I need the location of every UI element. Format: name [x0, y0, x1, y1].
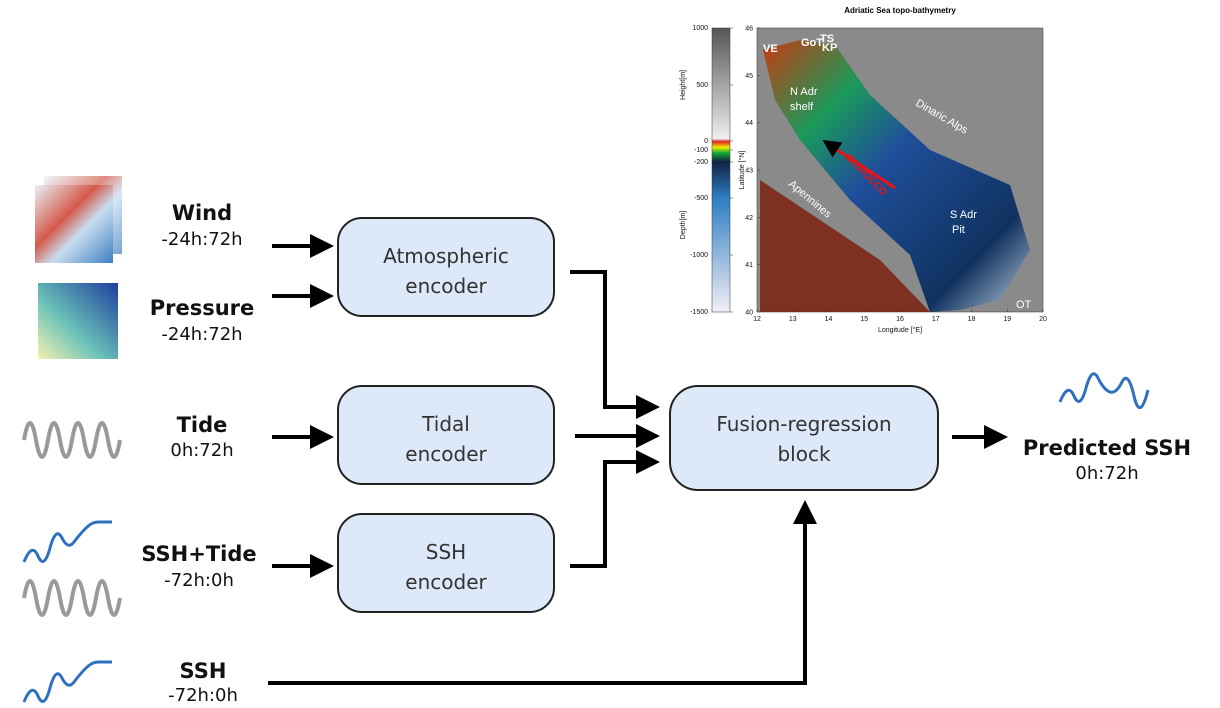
ssh-wave	[24, 522, 112, 562]
colorbar-label: Depth[m]	[680, 211, 687, 239]
encoder-label: encoder	[405, 442, 487, 466]
input-window: -72h:0h	[168, 685, 238, 706]
wind-icon	[35, 176, 122, 263]
x-tick-label: 15	[860, 316, 868, 323]
map-title: Adriatic Sea topo-bathymetry	[844, 6, 956, 15]
y-tick-label: 41	[745, 262, 753, 269]
y-tick-label: 42	[745, 215, 753, 222]
colorbar-tick: -500	[694, 195, 708, 202]
colorbar-tick: -100	[694, 147, 708, 154]
place-label: Pit	[952, 224, 965, 236]
pressure-icon	[38, 283, 118, 359]
place-label: OT	[1016, 299, 1032, 311]
encoder-label: Atmospheric	[383, 244, 509, 268]
input-window: -24h:72h	[161, 229, 242, 250]
tide-wave	[24, 581, 120, 615]
input-name: SSH+Tide	[141, 542, 256, 566]
x-tick-label: 19	[1003, 316, 1011, 323]
input-name: Tide	[177, 413, 228, 437]
x-tick-label: 20	[1039, 316, 1047, 323]
y-tick-label: 40	[745, 310, 753, 317]
colorbar-tick: 0	[704, 138, 708, 145]
fusion-label: block	[777, 442, 830, 466]
y-tick-label: 43	[745, 168, 753, 175]
fusion-box	[670, 386, 938, 490]
input-name: SSH	[180, 659, 227, 683]
colorbar-tick: -200	[694, 159, 708, 166]
colorbar-tick: 500	[696, 82, 708, 89]
encoder-label: Tidal	[421, 412, 470, 436]
place-label: S Adr	[950, 209, 977, 221]
y-tick-label: 46	[745, 26, 753, 33]
x-tick-label: 16	[896, 316, 904, 323]
x-tick-label: 17	[932, 316, 940, 323]
input-window: -72h:0h	[164, 570, 234, 591]
map-inset: Adriatic Sea topo-bathymetry Height[m] D…	[680, 6, 1047, 334]
colorbar-tick: -1500	[690, 309, 708, 316]
x-tick-label: 12	[753, 316, 761, 323]
place-label: KP	[822, 42, 837, 54]
x-tick-label: 13	[789, 316, 797, 323]
input-window: 0h:72h	[170, 440, 233, 461]
ssh-wave	[24, 662, 112, 702]
y-tick-label: 45	[745, 73, 753, 80]
output-wave	[1060, 374, 1148, 408]
diagram: Wind -24h:72h Pressure -24h:72h Tide 0h:…	[0, 0, 1220, 708]
encoder-label: SSH	[426, 540, 466, 564]
encoder-label: encoder	[405, 570, 487, 594]
place-label: shelf	[790, 101, 814, 113]
input-name: Pressure	[150, 296, 255, 320]
output-name: Predicted SSH	[1023, 436, 1191, 460]
colorbar-tick: -1000	[690, 252, 708, 259]
colorbar-label: Height[m]	[680, 70, 687, 100]
x-tick-label: 14	[825, 316, 833, 323]
input-window: -24h:72h	[161, 324, 242, 345]
colorbar-tick: 1000	[692, 25, 708, 32]
fusion-label: Fusion-regression	[716, 412, 891, 436]
x-axis-label: Longitude [°E]	[878, 326, 922, 334]
encoder-label: encoder	[405, 274, 487, 298]
y-tick-label: 44	[745, 120, 753, 127]
output-window: 0h:72h	[1075, 463, 1138, 484]
x-tick-label: 18	[968, 316, 976, 323]
colorbar	[712, 28, 730, 312]
input-name: Wind	[172, 201, 232, 225]
tide-wave	[24, 423, 120, 457]
place-label: VE	[763, 43, 778, 55]
place-label: N Adr	[790, 86, 818, 98]
